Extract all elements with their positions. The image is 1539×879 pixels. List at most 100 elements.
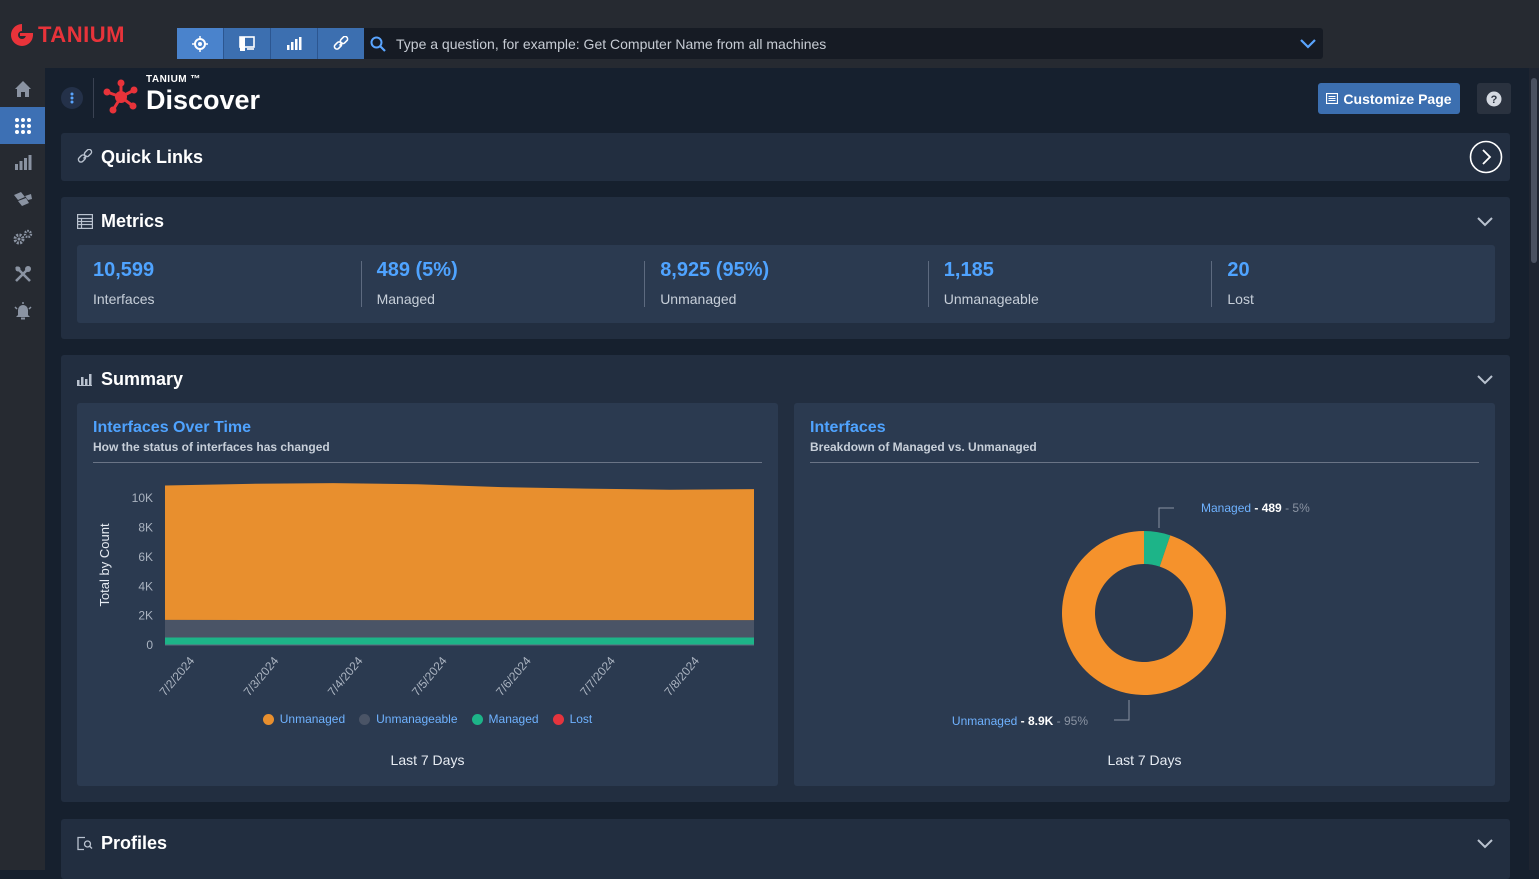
slice-name: Managed (1201, 501, 1251, 515)
customize-page-button[interactable]: Customize Page (1318, 83, 1460, 114)
bar-chart-icon (286, 37, 302, 51)
customize-icon (1326, 93, 1338, 104)
callout-line-unmanaged (1114, 700, 1129, 720)
question-input[interactable] (394, 35, 1299, 53)
home-icon (14, 80, 32, 98)
slice-name: Unmanaged (952, 714, 1017, 728)
quick-links-title: Quick Links (101, 147, 203, 168)
help-icon: ? (1486, 91, 1502, 107)
card-footer: Last 7 Days (794, 752, 1495, 768)
nav-alerts[interactable] (0, 292, 45, 329)
metrics-title: Metrics (101, 211, 164, 232)
x-tick-label: 7/3/2024 (241, 654, 282, 699)
chevron-right-circle-icon[interactable] (1469, 140, 1503, 174)
nav-tools[interactable] (0, 255, 45, 292)
nav-home[interactable] (0, 70, 45, 107)
nav-reports[interactable] (0, 144, 45, 181)
legend-swatch (472, 714, 483, 725)
legend-unmanageable[interactable]: Unmanageable (359, 712, 457, 726)
card-divider (810, 462, 1479, 463)
customize-page-label: Customize Page (1343, 91, 1451, 107)
y-axis-label: Total by Count (97, 523, 112, 606)
help-button[interactable]: ? (1477, 83, 1511, 114)
chevron-down-icon[interactable] (1476, 216, 1494, 228)
metric-value: 10,599 (93, 259, 154, 282)
chevron-down-icon[interactable] (1299, 38, 1317, 50)
chevron-down-icon[interactable] (1476, 838, 1494, 850)
question-search (364, 28, 1323, 59)
tanium-logo-icon (10, 23, 34, 47)
x-tick-label: 7/6/2024 (493, 654, 534, 699)
donut-label-managed: Managed - 489 - 5% (1201, 501, 1310, 515)
card-divider (93, 462, 762, 463)
profiles-title: Profiles (101, 833, 167, 854)
alarm-bell-icon (14, 302, 32, 320)
panels-icon (238, 36, 256, 52)
more-options-button[interactable] (61, 87, 83, 109)
page-title: Discover (146, 85, 260, 116)
bar-chart-icon (77, 373, 93, 386)
x-tick-label: 7/8/2024 (661, 654, 702, 699)
metric-value: 20 (1227, 259, 1249, 282)
gears-icon (13, 229, 33, 245)
chart-legend: Unmanaged Unmanageable Managed Lost (77, 712, 778, 726)
metric-lost[interactable]: 20 Lost (1211, 245, 1495, 323)
metric-unmanageable[interactable]: 1,185 Unmanageable (928, 245, 1212, 323)
legend-label: Unmanageable (376, 712, 457, 726)
donut-chart[interactable]: Managed - 489 - 5% Unmanaged - 8.9K - 95% (794, 483, 1495, 743)
nav-content[interactable] (0, 181, 45, 218)
y-tick-label: 4K (138, 579, 153, 593)
interfaces-over-time-card: Interfaces Over Time How the status of i… (77, 403, 778, 786)
svg-text:?: ? (1491, 94, 1498, 106)
header-divider (93, 78, 94, 118)
metric-value: 8,925 (95%) (660, 259, 769, 282)
card-footer: Last 7 Days (77, 752, 778, 768)
brand-wordmark: TANIUM ™ (146, 74, 201, 85)
metric-unmanaged[interactable]: 8,925 (95%) Unmanaged (644, 245, 928, 323)
link-icon (333, 36, 349, 52)
profiles-panel: Profiles (61, 819, 1510, 879)
legend-unmanaged[interactable]: Unmanaged (263, 712, 345, 726)
legend-lost[interactable]: Lost (553, 712, 593, 726)
x-tick-label: 7/2/2024 (157, 654, 198, 699)
workbench-button[interactable] (224, 28, 271, 59)
quick-links-panel: Quick Links (61, 133, 1510, 181)
slice-percent: - 5% (1282, 501, 1310, 515)
summary-title: Summary (101, 369, 183, 390)
reports-button[interactable] (271, 28, 318, 59)
metric-value: 489 (5%) (377, 259, 458, 282)
card-title: Interfaces (810, 419, 886, 437)
page-header: TANIUM ™ Discover Customize Page ? (45, 68, 1529, 128)
y-tick-label: 8K (138, 521, 153, 535)
legend-label: Unmanaged (280, 712, 345, 726)
metrics-panel: Metrics 10,599 Interfaces 489 (5%) Manag… (61, 197, 1510, 339)
links-button[interactable] (318, 28, 365, 59)
metric-interfaces[interactable]: 10,599 Interfaces (77, 245, 361, 323)
card-subtitle: Breakdown of Managed vs. Unmanaged (810, 440, 1037, 454)
interfaces-breakdown-card: Interfaces Breakdown of Managed vs. Unma… (794, 403, 1495, 786)
nav-administration[interactable] (0, 218, 45, 255)
scrollbar-thumb[interactable] (1531, 78, 1537, 263)
y-tick-label: 6K (138, 550, 153, 564)
interact-button[interactable] (177, 28, 224, 59)
metric-managed[interactable]: 489 (5%) Managed (361, 245, 645, 323)
search-icon (370, 36, 386, 52)
nav-modules[interactable] (0, 107, 45, 144)
legend-swatch (263, 714, 274, 725)
main-content: TANIUM ™ Discover Customize Page ? Quick… (45, 68, 1529, 870)
metric-label: Unmanaged (660, 291, 736, 307)
y-tick-label: 0 (146, 638, 153, 652)
legend-label: Lost (570, 712, 593, 726)
discover-logo-icon (103, 79, 139, 115)
tanium-logo[interactable]: TANIUM (10, 22, 125, 48)
donut-slice-unmanaged (1062, 531, 1226, 695)
donut-label-unmanaged: Unmanaged - 8.9K - 95% (952, 714, 1088, 728)
metric-label: Interfaces (93, 291, 154, 307)
tools-icon (14, 265, 32, 283)
metric-value: 1,185 (944, 259, 994, 282)
page-scrollbar[interactable] (1529, 68, 1539, 870)
chevron-down-icon[interactable] (1476, 374, 1494, 386)
legend-label: Managed (489, 712, 539, 726)
legend-managed[interactable]: Managed (472, 712, 539, 726)
